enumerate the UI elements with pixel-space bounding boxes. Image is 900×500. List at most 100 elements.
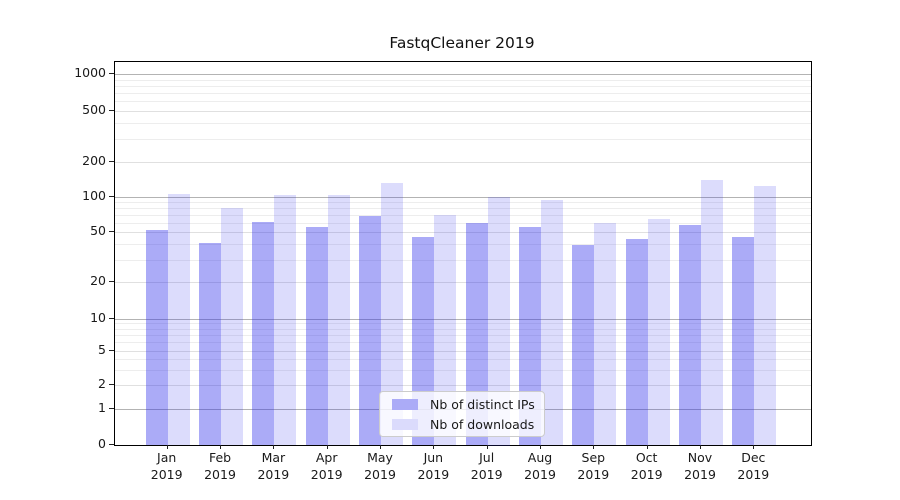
chart-title: FastqCleaner 2019 (389, 34, 535, 52)
y-minor-gridline (115, 208, 811, 210)
y-gridline (115, 232, 811, 233)
bar-ips-dec (732, 236, 755, 446)
bar-ips-mar (252, 221, 275, 446)
bar-downloads-apr (327, 194, 350, 446)
bar-downloads-feb (221, 208, 244, 446)
y-tick-mark (109, 196, 114, 197)
x-tick-mark (486, 445, 488, 449)
y-minor-gridline (115, 342, 811, 344)
bar-downloads-sep (594, 222, 617, 446)
y-tick-mark (109, 73, 114, 74)
y-minor-gridline (115, 79, 811, 81)
x-tick-mark (220, 445, 222, 449)
x-tick-label: Sep 2019 (577, 450, 610, 482)
y-minor-gridline (115, 85, 811, 87)
bar-downloads-jul (487, 197, 510, 446)
y-tick-mark (109, 384, 114, 385)
y-tick-label: 2 (98, 376, 106, 391)
y-gridline (115, 161, 811, 163)
x-tick-mark (380, 445, 382, 449)
x-tick-mark (540, 445, 541, 449)
x-tick-label: May 2019 (364, 450, 396, 482)
x-tick-mark (646, 445, 648, 449)
bar-downloads-may (381, 183, 404, 446)
x-tick-label: Nov 2019 (684, 450, 716, 482)
y-tick-label: 5 (98, 341, 106, 357)
bar-downloads-mar (274, 194, 297, 446)
y-minor-gridline (115, 358, 811, 360)
y-minor-gridline (115, 369, 811, 371)
bar-ips-nov (679, 225, 701, 446)
y-gridline (115, 318, 811, 320)
y-tick-label: 50 (90, 223, 106, 238)
x-tick-mark (166, 445, 168, 449)
y-tick-mark (109, 231, 114, 232)
downloads-swatch-icon (392, 418, 418, 430)
bar-downloads-dec (754, 185, 777, 446)
y-gridline (115, 350, 811, 352)
legend: Nb of distinct IPs Nb of downloads (379, 391, 545, 437)
y-minor-gridline (115, 100, 811, 102)
y-minor-gridline (115, 215, 811, 216)
y-tick-mark (109, 408, 114, 409)
x-tick-label: Jul 2019 (470, 450, 503, 482)
ips-swatch-icon (392, 398, 418, 410)
y-tick-mark (109, 349, 114, 351)
y-minor-gridline (115, 259, 811, 261)
y-tick-mark (109, 317, 114, 319)
bar-downloads-oct (647, 218, 670, 446)
x-tick-label: Mar 2019 (257, 450, 290, 482)
y-minor-gridline (115, 334, 811, 336)
x-tick-label: Oct 2019 (630, 450, 663, 482)
y-tick-mark (109, 109, 114, 111)
legend-row-ips: Nb of distinct IPs (388, 394, 536, 414)
x-tick-mark (273, 445, 275, 449)
x-tick-label: Aug 2019 (524, 450, 556, 482)
bar-ips-may (359, 216, 382, 446)
bar-ips-jul (465, 222, 488, 446)
y-minor-gridline (115, 222, 811, 224)
legend-label-downloads: Nb of downloads (430, 416, 535, 432)
bar-ips-feb (199, 242, 222, 446)
x-tick-mark (433, 445, 435, 449)
y-minor-gridline (115, 323, 811, 325)
y-tick-mark (109, 160, 114, 162)
x-tick-mark (593, 445, 595, 449)
x-tick-label: Apr 2019 (310, 450, 343, 482)
y-tick-mark (109, 280, 114, 282)
y-gridline (115, 281, 811, 283)
bar-ips-oct (625, 238, 648, 446)
bar-downloads-nov (701, 180, 723, 446)
y-tick-label: 1000 (74, 65, 106, 80)
y-gridline (115, 197, 811, 198)
y-minor-gridline (115, 122, 811, 124)
x-tick-mark (700, 445, 701, 449)
bar-ips-apr (305, 227, 328, 446)
bar-ips-sep (572, 245, 595, 446)
y-minor-gridline (115, 244, 811, 246)
y-gridline (115, 110, 811, 112)
y-minor-gridline (115, 92, 811, 94)
plot-area: Nb of distinct IPs Nb of downloads (114, 61, 812, 446)
x-tick-mark (326, 445, 328, 449)
y-minor-gridline (115, 138, 811, 140)
bar-ips-jan (145, 230, 168, 446)
bar-ips-aug (519, 227, 541, 446)
y-tick-label: 200 (82, 152, 106, 168)
x-tick-label: Dec 2019 (737, 450, 770, 482)
y-tick-label: 0 (98, 436, 106, 451)
y-tick-label: 100 (82, 188, 106, 203)
x-tick-label: Feb 2019 (204, 450, 236, 482)
y-gridline (115, 385, 811, 386)
bar-downloads-aug (541, 200, 563, 446)
bar-downloads-jun (434, 215, 457, 446)
legend-label-ips: Nb of distinct IPs (430, 396, 535, 412)
x-tick-mark (753, 445, 755, 449)
legend-row-downloads: Nb of downloads (388, 414, 536, 434)
x-tick-label: Jun 2019 (417, 450, 450, 482)
y-tick-label: 500 (82, 101, 106, 117)
y-tick-label: 1 (98, 400, 106, 415)
y-tick-mark (109, 444, 114, 445)
y-tick-label: 10 (90, 309, 106, 325)
